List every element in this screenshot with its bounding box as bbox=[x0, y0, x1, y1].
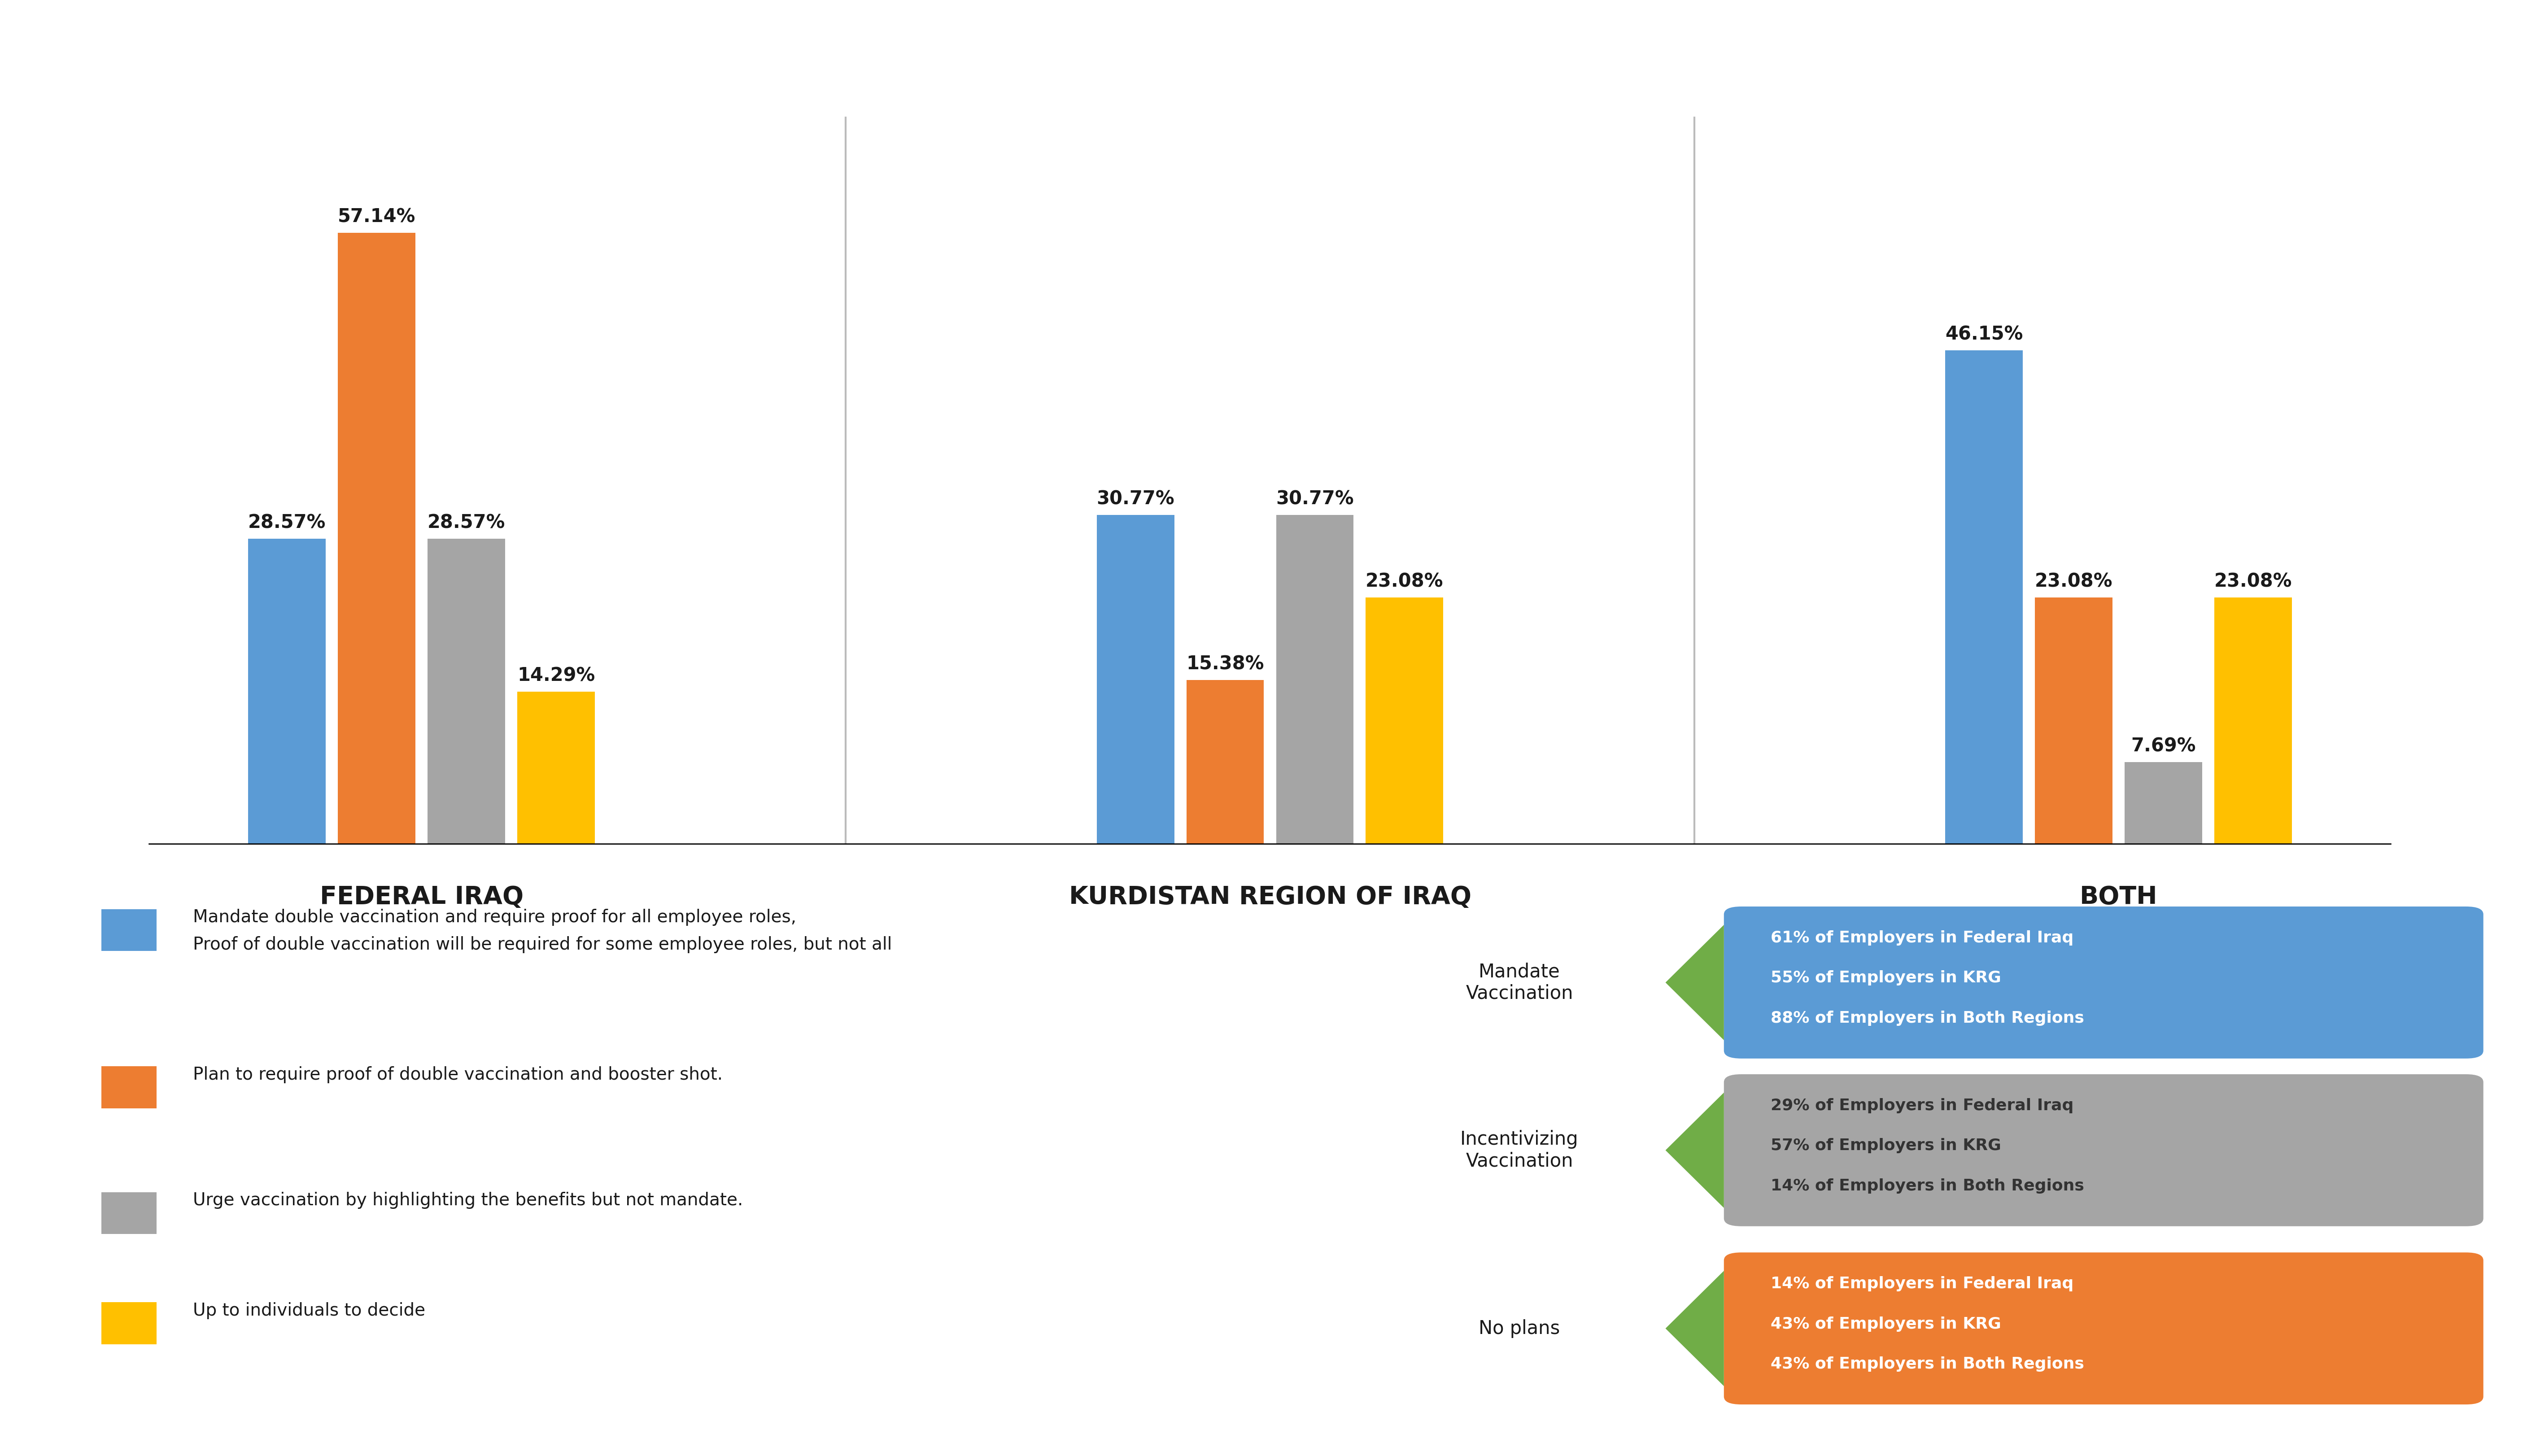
Text: 23.08%: 23.08% bbox=[1367, 572, 1443, 591]
Text: 15.38%: 15.38% bbox=[1186, 655, 1265, 673]
Bar bbox=[2123, 761, 2202, 844]
FancyBboxPatch shape bbox=[102, 1066, 157, 1108]
Bar bbox=[427, 539, 505, 844]
Text: 23.08%: 23.08% bbox=[2035, 572, 2113, 591]
FancyBboxPatch shape bbox=[1725, 907, 2484, 1059]
Text: No plans: No plans bbox=[1478, 1319, 1560, 1338]
Bar bbox=[338, 233, 417, 844]
Bar bbox=[518, 692, 594, 844]
Text: 29% of Employers in Federal Iraq: 29% of Employers in Federal Iraq bbox=[1770, 1098, 2073, 1114]
Text: 88% of Employers in Both Regions: 88% of Employers in Both Regions bbox=[1770, 1010, 2085, 1025]
Text: 55% of Employers in KRG: 55% of Employers in KRG bbox=[1770, 970, 2002, 986]
Text: 61% of Employers in Federal Iraq: 61% of Employers in Federal Iraq bbox=[1770, 930, 2073, 945]
Polygon shape bbox=[1666, 1271, 1725, 1386]
Text: Up to individuals to decide: Up to individuals to decide bbox=[193, 1302, 427, 1319]
Text: Proof of double vaccination will be required for some employee roles, but not al: Proof of double vaccination will be requ… bbox=[193, 936, 892, 954]
Text: 28.57%: 28.57% bbox=[427, 514, 505, 533]
Text: 30.77%: 30.77% bbox=[1275, 489, 1354, 508]
Text: 46.15%: 46.15% bbox=[1946, 325, 2022, 344]
Text: 43% of Employers in KRG: 43% of Employers in KRG bbox=[1770, 1316, 2002, 1332]
Bar bbox=[2035, 597, 2113, 844]
Text: Urge vaccination by highlighting the benefits but not mandate.: Urge vaccination by highlighting the ben… bbox=[193, 1192, 744, 1208]
Text: 14% of Employers in Both Regions: 14% of Employers in Both Regions bbox=[1770, 1178, 2085, 1194]
Text: 28.57%: 28.57% bbox=[249, 514, 325, 533]
FancyBboxPatch shape bbox=[102, 1192, 157, 1235]
Polygon shape bbox=[1666, 1092, 1725, 1208]
Text: Incentivizing
Vaccination: Incentivizing Vaccination bbox=[1460, 1130, 1577, 1171]
Text: 14% of Employers in Federal Iraq: 14% of Employers in Federal Iraq bbox=[1770, 1277, 2073, 1291]
Text: 7.69%: 7.69% bbox=[2131, 737, 2195, 756]
Polygon shape bbox=[1666, 925, 1725, 1040]
Text: 23.08%: 23.08% bbox=[2215, 572, 2291, 591]
Bar bbox=[1097, 515, 1173, 844]
Text: Mandate double vaccination and require proof for all employee roles,: Mandate double vaccination and require p… bbox=[193, 909, 798, 926]
Bar bbox=[1186, 680, 1265, 844]
FancyBboxPatch shape bbox=[102, 1302, 157, 1344]
Text: BOTH: BOTH bbox=[2080, 885, 2156, 910]
Text: 43% of Employers in Both Regions: 43% of Employers in Both Regions bbox=[1770, 1357, 2085, 1372]
Bar bbox=[1275, 515, 1354, 844]
Text: 30.77%: 30.77% bbox=[1097, 489, 1173, 508]
FancyBboxPatch shape bbox=[1725, 1252, 2484, 1405]
Text: 14.29%: 14.29% bbox=[518, 667, 594, 686]
Text: Plan to require proof of double vaccination and booster shot.: Plan to require proof of double vaccinat… bbox=[193, 1066, 724, 1083]
Text: FEDERAL IRAQ: FEDERAL IRAQ bbox=[320, 885, 523, 910]
Text: 57.14%: 57.14% bbox=[338, 208, 417, 226]
Text: 57% of Employers in KRG: 57% of Employers in KRG bbox=[1770, 1139, 2002, 1153]
Bar bbox=[1946, 351, 2022, 844]
Bar bbox=[1367, 597, 1443, 844]
Text: KURDISTAN REGION OF IRAQ: KURDISTAN REGION OF IRAQ bbox=[1069, 885, 1471, 910]
Bar bbox=[249, 539, 325, 844]
FancyBboxPatch shape bbox=[102, 909, 157, 951]
Bar bbox=[2215, 597, 2291, 844]
Text: Mandate
Vaccination: Mandate Vaccination bbox=[1466, 962, 1572, 1003]
FancyBboxPatch shape bbox=[1725, 1075, 2484, 1226]
